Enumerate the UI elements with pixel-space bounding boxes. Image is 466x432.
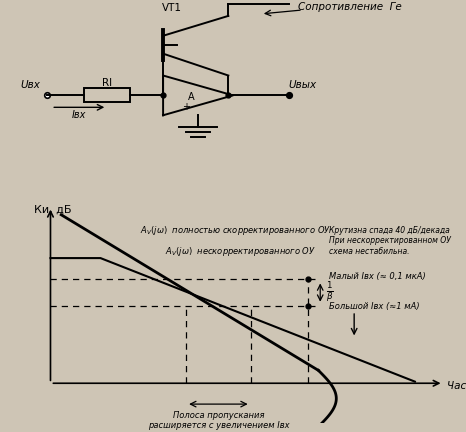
Text: $A_V(j\omega)$  полностью скорректированного ОУ: $A_V(j\omega)$ полностью скорректированн… xyxy=(140,224,331,237)
Text: RI: RI xyxy=(102,79,112,89)
Text: Uвых: Uвых xyxy=(289,80,317,90)
Text: Большой Iвх (≈1 мА): Большой Iвх (≈1 мА) xyxy=(329,302,420,311)
Text: Сопротивление  Γe: Сопротивление Γe xyxy=(298,2,401,12)
Text: +: + xyxy=(182,102,191,112)
Text: Полоса пропускания
расширяется с увеличением Iвх: Полоса пропускания расширяется с увеличе… xyxy=(148,410,289,430)
Text: A: A xyxy=(188,92,194,102)
Text: Малый Iвх (≈ 0,1 мкА): Малый Iвх (≈ 0,1 мкА) xyxy=(329,272,426,281)
Text: Ки, дБ: Ки, дБ xyxy=(34,205,72,215)
Text: Uвх: Uвх xyxy=(21,80,40,90)
Text: VT1: VT1 xyxy=(163,3,182,13)
Text: Iвх: Iвх xyxy=(72,110,86,120)
Bar xyxy=(84,89,130,102)
Text: $\frac{1}{\beta}$: $\frac{1}{\beta}$ xyxy=(326,280,333,305)
Text: $A_V(j\omega)$  нескорректированного ОУ: $A_V(j\omega)$ нескорректированного ОУ xyxy=(165,245,316,258)
Text: Частота  ω: Частота ω xyxy=(447,381,466,391)
Text: Крутизна спада 40 дБ/декада
При нескорректированном ОУ
схема нестабильна.: Крутизна спада 40 дБ/декада При нескорре… xyxy=(329,226,451,256)
